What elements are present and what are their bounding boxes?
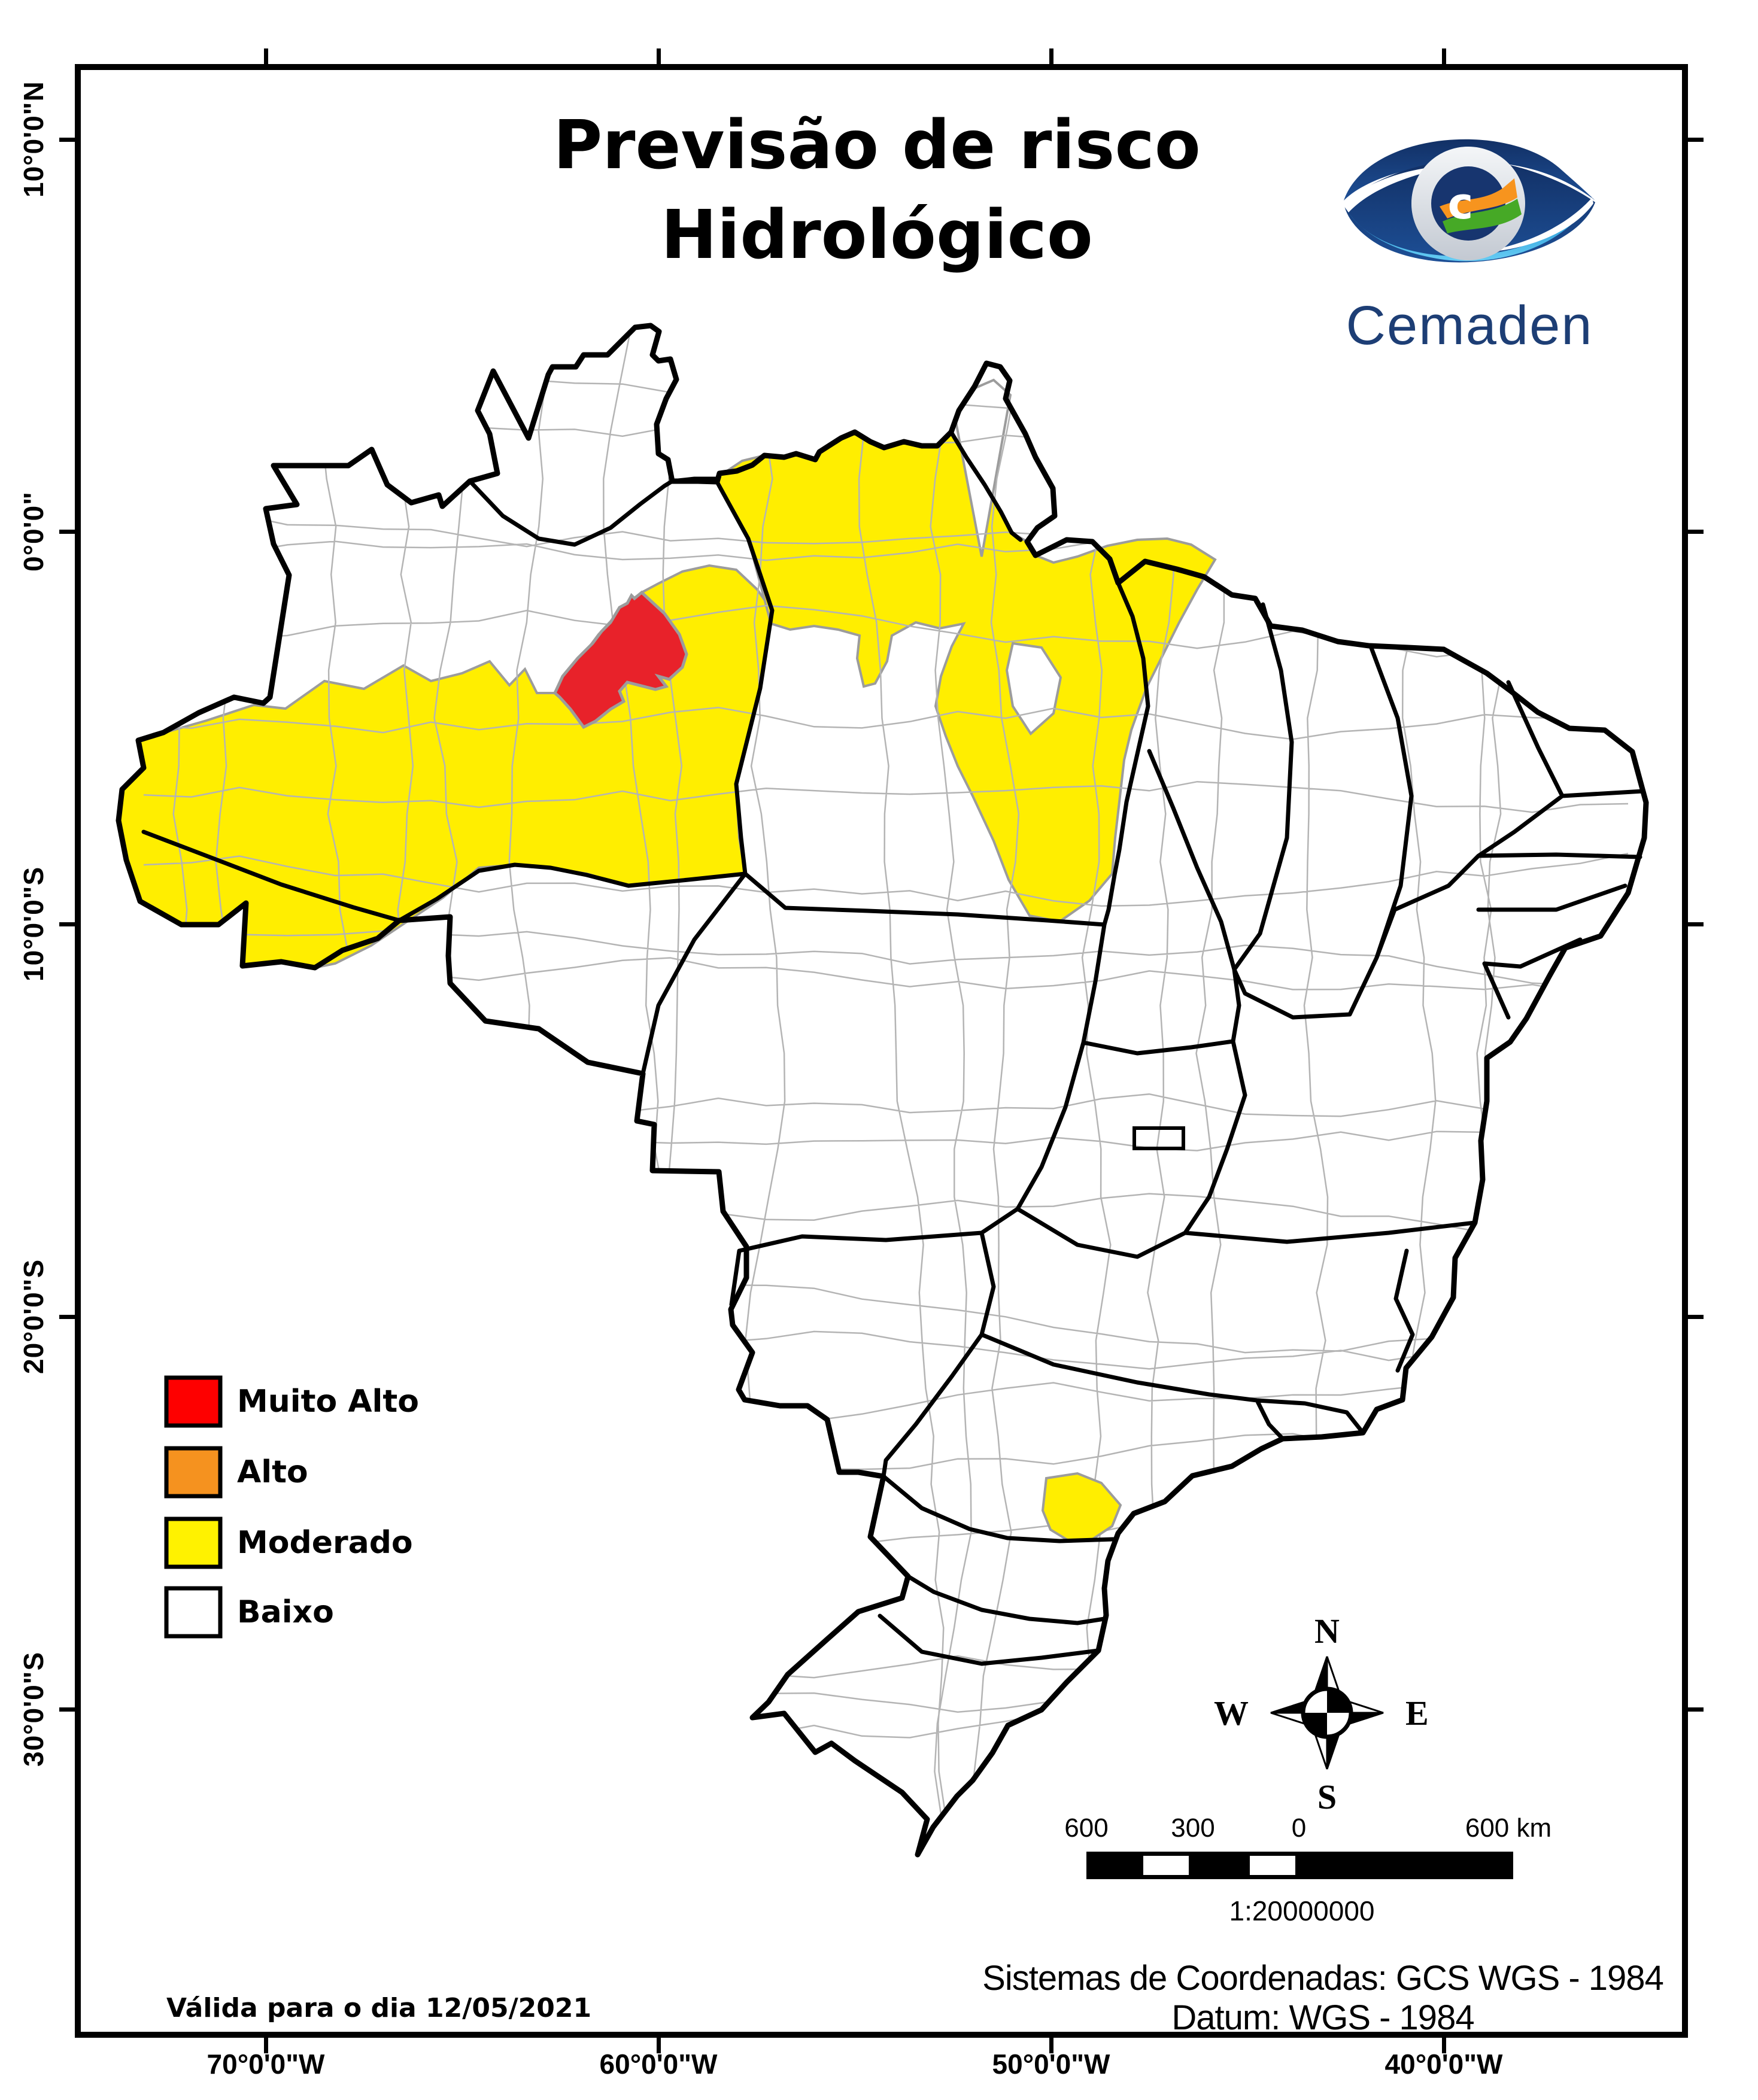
distrito-federal-outline	[1132, 1126, 1185, 1150]
scale-tick-600-left: 600	[1064, 1813, 1109, 1843]
legend-swatch-moderado	[164, 1517, 223, 1569]
scale-tick-300: 300	[1171, 1813, 1215, 1843]
scale-tick-600-right: 600 km	[1465, 1813, 1552, 1843]
legend-item-muito-alto: Muito Alto	[162, 1374, 419, 1429]
map-frame	[75, 64, 1688, 2038]
tick-left-30s	[59, 1707, 75, 1712]
legend-item-alto: Alto	[162, 1445, 308, 1500]
tick-right-10s	[1688, 922, 1704, 926]
legend-label-muito-alto: Muito Alto	[237, 1384, 419, 1420]
scale-bar-white-segment	[1143, 1856, 1189, 1875]
tick-right-10n	[1688, 138, 1704, 142]
page-title-line1: Previsão de risco	[553, 107, 1201, 184]
scale-bar-white-segment	[1250, 1856, 1295, 1875]
tick-top-40w	[1442, 48, 1446, 64]
tick-bottom-50w	[1049, 2038, 1053, 2053]
cemaden-logo: c Cemaden	[1311, 108, 1628, 356]
cemaden-eye-icon: c	[1342, 139, 1595, 263]
legend-label-moderado: Moderado	[237, 1525, 413, 1561]
tick-bottom-40w	[1442, 2038, 1446, 2053]
validity-date-text: Válida para o dia 12/05/2021	[166, 1993, 592, 2023]
tick-bottom-70w	[264, 2038, 268, 2053]
scale-tick-0: 0	[1291, 1813, 1307, 1843]
tick-top-70w	[264, 48, 268, 64]
lon-label-70w: 70°0'0"W	[207, 2049, 325, 2080]
coordinate-system-text: Sistemas de Coordenadas: GCS WGS - 1984	[982, 1959, 1664, 1998]
page-title: Previsão de risco Hidrológico	[434, 101, 1320, 280]
legend-swatch-baixo	[164, 1586, 223, 1639]
risk-region-moderado-ribeira	[1041, 1472, 1122, 1543]
lat-label-10n: 10°0'0"N	[18, 81, 49, 198]
tick-left-10n	[59, 138, 75, 142]
tick-right-20s	[1688, 1315, 1704, 1319]
tick-right-30s	[1688, 1707, 1704, 1712]
svg-text:c: c	[1448, 178, 1474, 229]
lat-label-30s: 30°0'0"S	[18, 1651, 49, 1767]
lon-label-50w: 50°0'0"W	[992, 2049, 1110, 2080]
tick-right-0	[1688, 530, 1704, 534]
lon-label-60w: 60°0'0"W	[599, 2049, 718, 2080]
lat-label-20s: 20°0'0"S	[18, 1259, 49, 1375]
lat-label-10s: 10°0'0"S	[18, 866, 49, 982]
lon-label-40w: 40°0'0"W	[1384, 2049, 1503, 2080]
legend-label-baixo: Baixo	[237, 1594, 334, 1630]
legend-swatch-muito-alto	[164, 1375, 223, 1428]
page-title-line2: Hidrológico	[661, 196, 1093, 274]
tick-left-0	[59, 530, 75, 534]
risk-region-baixo-hole	[1005, 642, 1062, 736]
legend-label-alto: Alto	[237, 1454, 308, 1490]
cemaden-wordmark: Cemaden	[1346, 295, 1593, 356]
tick-left-10s	[59, 922, 75, 926]
tick-top-50w	[1049, 48, 1053, 64]
risk-region-muito-alto-coari	[552, 590, 688, 730]
country-outline	[116, 323, 1649, 1858]
legend-item-baixo: Baixo	[162, 1585, 334, 1640]
datum-text: Datum: WGS - 1984	[1171, 1998, 1474, 2037]
legend-swatch-alto	[164, 1446, 223, 1499]
tick-top-60w	[657, 48, 661, 64]
scale-ratio: 1:20000000	[1229, 1895, 1375, 1926]
scale-bar-graphic	[1086, 1852, 1513, 1879]
tick-left-20s	[59, 1315, 75, 1319]
state-borders	[141, 430, 1645, 1666]
legend-item-moderado: Moderado	[162, 1515, 413, 1570]
lat-label-0: 0°0'0"	[18, 491, 49, 572]
tick-bottom-60w	[657, 2038, 661, 2053]
